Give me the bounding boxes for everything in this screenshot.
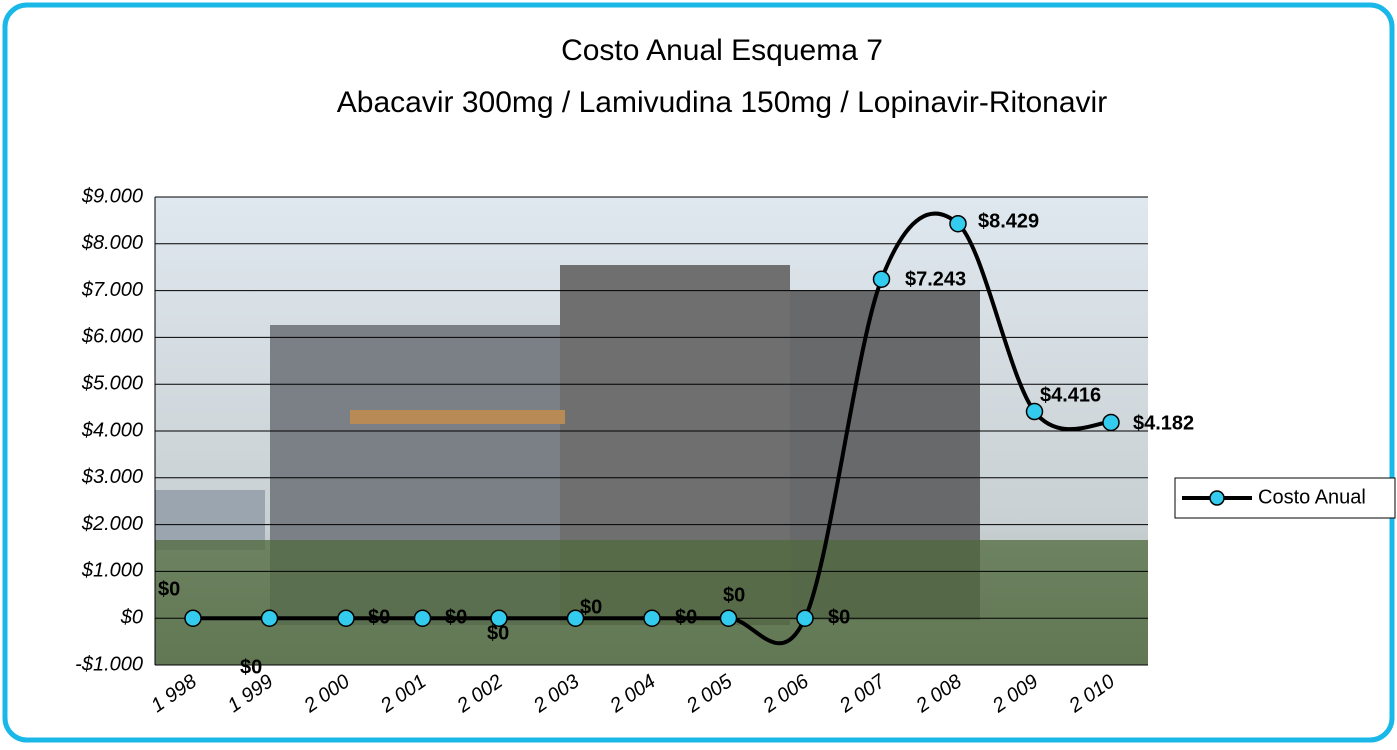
marker	[796, 609, 814, 627]
value-label: $0	[445, 606, 467, 628]
legend-marker	[1209, 490, 1225, 506]
y-tick-label: $5.000	[81, 372, 143, 394]
marker	[566, 609, 585, 627]
value-label: $7.243	[905, 268, 966, 290]
y-tick-label: $2.000	[81, 513, 143, 535]
value-label: $4.182	[1133, 412, 1194, 434]
y-tick-label: -$1.000	[75, 653, 143, 675]
value-label: $4.416	[1040, 384, 1101, 406]
marker	[949, 214, 967, 233]
marker	[413, 609, 432, 627]
value-label: $0	[828, 606, 850, 628]
marker	[337, 609, 355, 627]
value-label: $0	[675, 606, 697, 628]
marker	[1102, 413, 1120, 432]
y-tick-label: $0	[120, 606, 143, 628]
value-label: $0	[723, 584, 745, 606]
y-tick-label: $8.000	[81, 232, 143, 254]
marker	[490, 609, 508, 627]
value-label: $0	[487, 622, 509, 644]
y-tick-label: $4.000	[81, 419, 143, 441]
y-tick-label: $1.000	[81, 560, 143, 582]
legend-label: Costo Anual	[1258, 486, 1366, 508]
value-label: $8.429	[978, 210, 1039, 232]
y-tick-label: $6.000	[81, 326, 143, 348]
y-tick-label: $9.000	[81, 185, 143, 207]
marker	[643, 609, 661, 627]
value-label: $0	[580, 596, 602, 618]
marker	[260, 609, 279, 627]
y-tick-label: $3.000	[81, 466, 143, 488]
marker	[184, 609, 202, 627]
y-tick-label: $7.000	[81, 279, 143, 301]
marker	[872, 270, 891, 288]
value-label: $0	[240, 656, 262, 678]
marker	[719, 609, 738, 627]
value-label: $0	[158, 578, 180, 600]
marker	[1025, 402, 1044, 421]
value-label: $0	[368, 606, 390, 628]
chart-title: Costo Anual Esquema 7	[561, 34, 883, 67]
chart-subtitle: Abacavir 300mg / Lamivudina 150mg / Lopi…	[337, 86, 1107, 119]
